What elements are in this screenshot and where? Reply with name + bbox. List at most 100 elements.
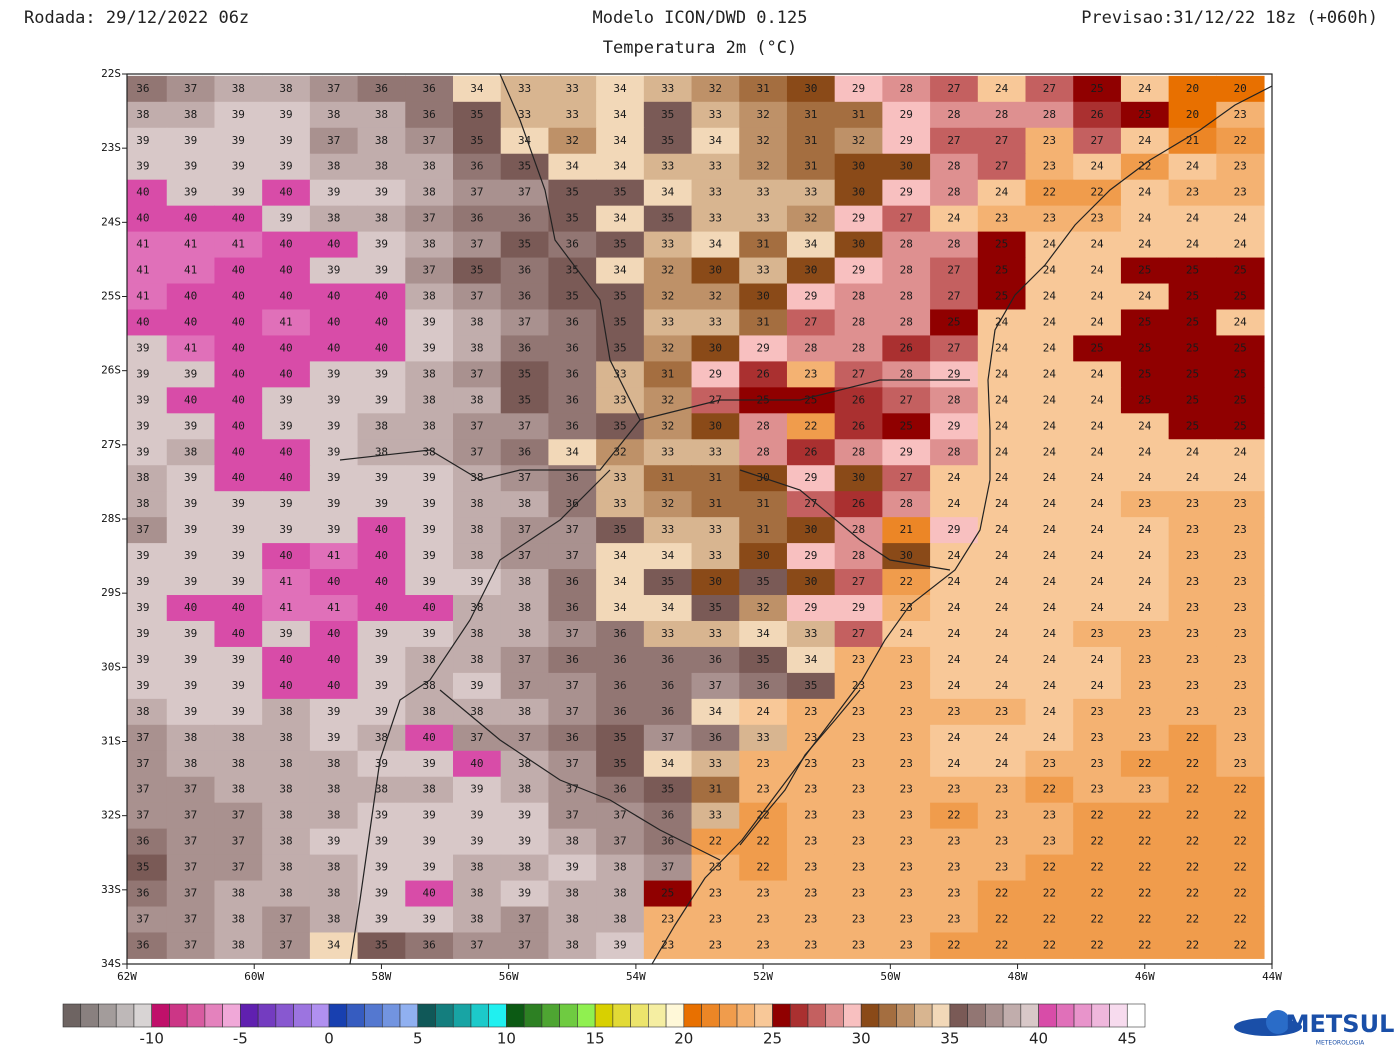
temperature-label: 40 — [279, 290, 292, 303]
temperature-label: 41 — [184, 238, 197, 251]
temperature-cell — [643, 179, 693, 207]
temperature-cell — [357, 828, 406, 856]
temperature-cell — [548, 231, 597, 259]
temperature-label: 24 — [995, 653, 1009, 666]
temperature-label: 23 — [900, 835, 913, 848]
temperature-label: 38 — [470, 549, 483, 562]
temperature-label: 38 — [327, 809, 340, 822]
temperature-cell — [930, 101, 979, 129]
temperature-cell — [1216, 257, 1265, 285]
temperature-cell — [548, 880, 597, 908]
colorbar-swatch — [328, 1003, 348, 1028]
y-tick-label: 26S — [101, 364, 121, 377]
temperature-cell — [166, 569, 215, 596]
temperature-label: 25 — [995, 264, 1008, 277]
temperature-label: 36 — [136, 938, 149, 951]
temperature-label: 31 — [756, 82, 769, 95]
temperature-cell — [834, 413, 883, 440]
temperature-cell — [691, 465, 740, 492]
temperature-label: 40 — [327, 653, 340, 666]
temperature-cell — [977, 906, 1027, 933]
temperature-cell — [127, 205, 168, 233]
temperature-label: 22 — [1186, 835, 1199, 848]
temperature-label: 38 — [327, 783, 340, 796]
temperature-label: 38 — [423, 783, 436, 796]
temperature-cell — [977, 361, 1027, 388]
temperature-label: 32 — [804, 212, 817, 225]
temperature-cell — [548, 387, 597, 414]
temperature-cell — [127, 517, 168, 544]
temperature-label: 35 — [661, 783, 674, 796]
temperature-cell — [127, 569, 168, 596]
temperature-cell — [977, 153, 1027, 181]
temperature-label: 25 — [1186, 393, 1199, 406]
temperature-cell — [834, 880, 883, 908]
temperature-label: 23 — [804, 783, 817, 796]
temperature-cell — [1120, 75, 1170, 103]
temperature-cell — [262, 517, 311, 544]
temperature-label: 32 — [661, 290, 674, 303]
temperature-label: 33 — [518, 82, 531, 95]
temperature-label: 38 — [279, 809, 292, 822]
temperature-label: 29 — [852, 601, 865, 614]
temperature-cell — [786, 802, 836, 830]
colorbar-swatch — [772, 1003, 791, 1028]
temperature-cell — [214, 750, 263, 778]
temperature-label: 38 — [566, 913, 579, 926]
temperature-label: 40 — [375, 523, 388, 536]
temperature-cell — [930, 257, 979, 285]
temperature-label: 36 — [566, 731, 579, 744]
temperature-cell — [643, 231, 693, 259]
temperature-cell — [548, 439, 597, 466]
temperature-label: 26 — [852, 419, 865, 432]
temperature-cell — [834, 491, 883, 518]
temperature-cell — [834, 776, 883, 804]
temperature-cell — [262, 309, 311, 336]
temperature-label: 29 — [900, 186, 913, 199]
temperature-label: 39 — [327, 393, 340, 406]
temperature-cell — [930, 309, 979, 336]
temperature-cell — [882, 309, 931, 336]
temperature-label: 20 — [1186, 82, 1199, 95]
temperature-cell — [548, 75, 597, 103]
temperature-cell — [1025, 101, 1074, 129]
temperature-label: 33 — [661, 315, 674, 328]
temperature-cell — [214, 231, 263, 259]
temperature-label: 24 — [1234, 471, 1248, 484]
temperature-label: 37 — [184, 835, 197, 848]
temperature-cell — [1120, 543, 1170, 570]
temperature-cell — [405, 127, 454, 155]
temperature-label: 34 — [804, 653, 818, 666]
temperature-label: 24 — [1090, 290, 1104, 303]
temperature-cell — [309, 776, 359, 804]
temperature-cell — [214, 127, 263, 155]
temperature-cell — [977, 750, 1027, 778]
temperature-cell — [1216, 127, 1265, 155]
temperature-label: 23 — [852, 653, 865, 666]
temperature-label: 23 — [995, 835, 1008, 848]
temperature-cell — [1216, 75, 1265, 103]
temperature-cell — [309, 854, 359, 882]
temperature-cell — [596, 517, 645, 544]
temperature-cell — [596, 543, 645, 570]
temperature-label: 35 — [613, 523, 626, 536]
temperature-cell — [548, 698, 597, 726]
temperature-cell — [691, 620, 740, 648]
temperature-label: 22 — [1186, 887, 1199, 900]
temperature-cell — [214, 413, 263, 440]
temperature-label: 23 — [1043, 160, 1056, 173]
temperature-label: 37 — [518, 653, 531, 666]
colorbar-swatch — [115, 1003, 135, 1028]
temperature-label: 38 — [423, 653, 436, 666]
temperature-cell — [500, 309, 549, 336]
temperature-cell — [127, 179, 168, 207]
temperature-cell — [643, 750, 693, 778]
temperature-cell — [1168, 257, 1217, 285]
temperature-cell — [127, 387, 168, 414]
temperature-label: 39 — [375, 757, 388, 770]
run-label: Rodada: 29/12/2022 06z — [24, 8, 249, 28]
temperature-cell — [882, 335, 931, 362]
temperature-label: 34 — [661, 549, 675, 562]
temperature-cell — [500, 595, 549, 622]
temperature-cell — [834, 620, 883, 648]
